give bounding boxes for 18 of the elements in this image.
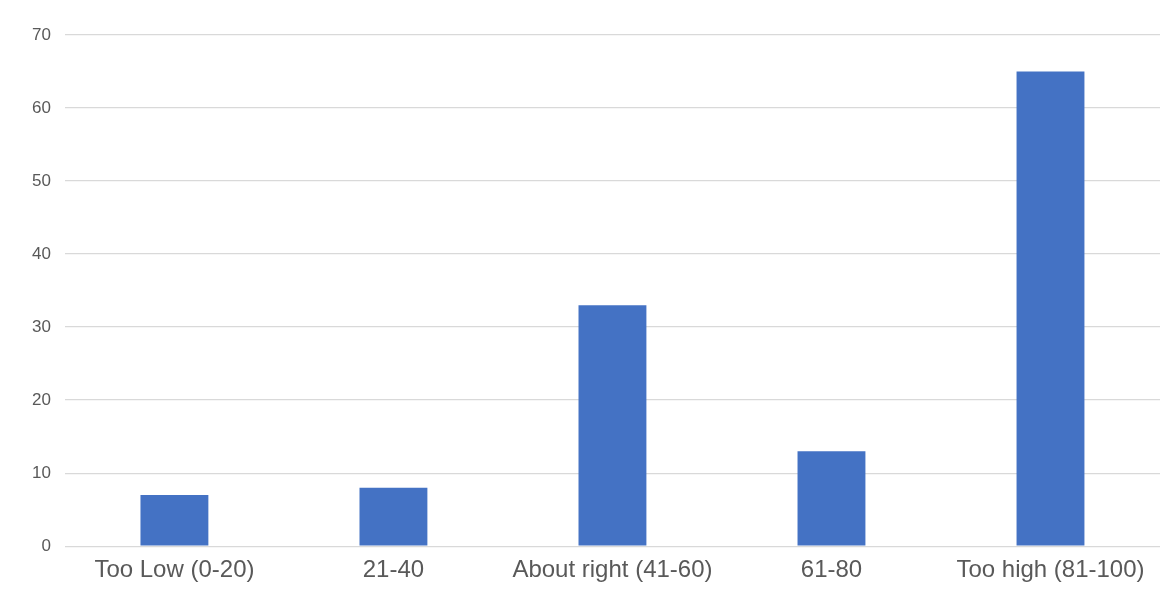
x-tick-label: 61-80 xyxy=(800,555,863,583)
y-tick-label: 40 xyxy=(31,243,51,263)
y-tick-label: 0 xyxy=(41,535,51,555)
bar xyxy=(140,495,209,546)
bar xyxy=(359,487,428,546)
x-tick-label: Too Low (0-20) xyxy=(94,555,255,583)
y-tick-label: 10 xyxy=(31,462,51,482)
y-tick-label: 60 xyxy=(31,97,51,117)
bar xyxy=(1016,71,1085,546)
y-tick-label: 70 xyxy=(31,24,51,44)
y-tick-label: 20 xyxy=(31,389,51,409)
y-tick-label: 50 xyxy=(31,170,51,190)
y-tick-label: 30 xyxy=(31,316,51,336)
x-tick-label: Too high (81-100) xyxy=(956,555,1145,583)
bar xyxy=(578,305,647,546)
x-tick-label: About right (41-60) xyxy=(512,555,713,583)
x-tick-label: 21-40 xyxy=(362,555,425,583)
bar xyxy=(797,451,866,546)
